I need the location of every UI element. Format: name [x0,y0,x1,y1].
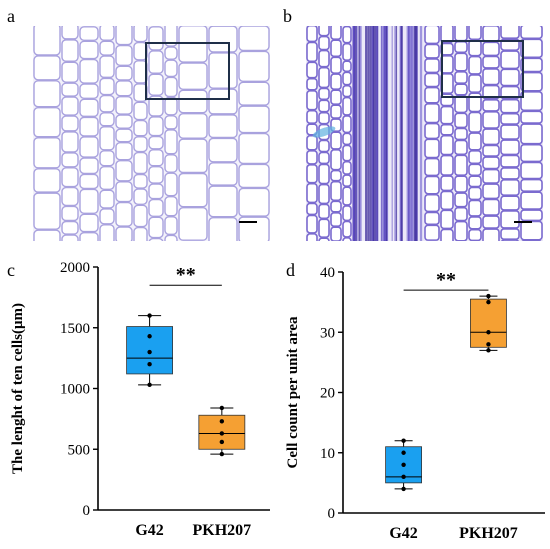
data-point [147,313,152,318]
data-point [401,450,406,455]
significance-label: ** [176,264,196,286]
y-tick-label: 20 [320,386,335,402]
y-tick-label: 40 [320,265,335,281]
y-axis-label: The lenght of ten cells(μm) [10,303,26,474]
micrograph-a-image [33,26,270,241]
data-point [147,382,152,388]
y-tick-label: 30 [320,325,335,341]
y-tick-label: 2000 [60,260,90,276]
micrograph-a [33,26,270,241]
data-point [219,419,225,424]
data-point [147,362,152,367]
data-point [401,462,406,467]
data-point [147,349,152,355]
micrograph-b-image [306,26,543,241]
y-tick-label: 500 [68,442,91,458]
significance-label: ** [436,269,456,291]
data-point [219,439,225,445]
data-point [401,474,406,480]
data-point [401,438,406,443]
micrograph-b [306,26,543,241]
panel-label-a: a [7,6,15,26]
data-point [486,342,491,347]
data-point [401,486,406,492]
y-tick-label: 0 [83,503,91,519]
data-point [219,431,225,436]
data-point [486,348,491,353]
data-point [486,293,491,299]
panel-label-d: d [286,260,295,280]
data-point [486,299,491,305]
inset-box-b [441,40,524,98]
box-pkh207 [470,298,507,348]
panel-label-c: c [7,260,15,280]
x-tick-label: G42 [135,522,163,539]
data-point [219,405,225,411]
data-point [219,451,225,457]
data-point [147,334,152,339]
x-tick-label: PKH207 [459,525,518,542]
x-tick-label: PKH207 [193,522,252,539]
y-tick-label: 0 [328,506,336,522]
data-point [486,330,491,335]
y-tick-label: 1000 [60,382,90,398]
box-chart-d: 0 10 20 30 40 Cell count per unit area G42 PKH2… [285,265,545,542]
box-chart-c: 0 500 1000 1500 2000 The lenght of ten cells(… [10,260,270,539]
x-tick-label: G42 [389,525,417,542]
inset-box-a [145,42,230,100]
y-axis-label: Cell count per unit area [285,316,301,468]
y-tick-label: 1500 [60,321,90,337]
panel-label-b: b [283,6,292,26]
y-tick-label: 10 [320,446,335,462]
